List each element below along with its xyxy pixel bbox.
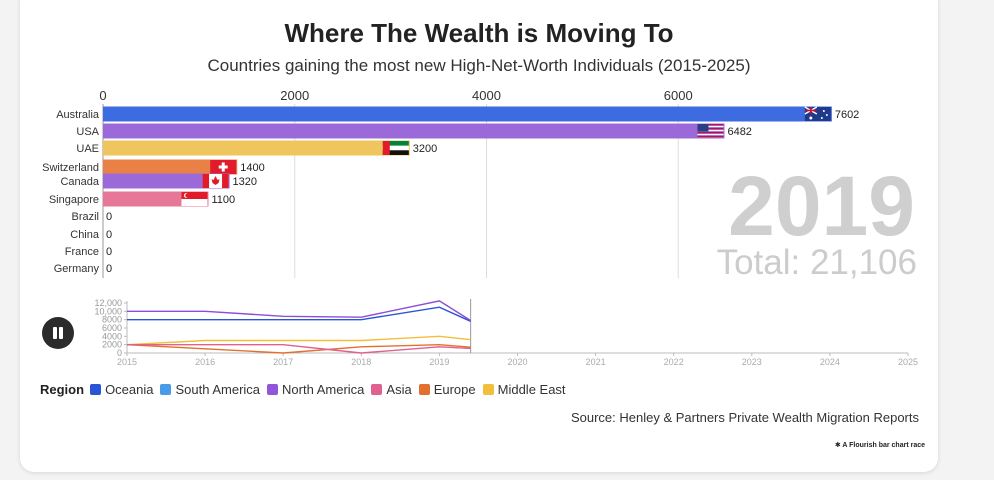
australia-flag-icon bbox=[804, 106, 831, 121]
bar[interactable] bbox=[103, 159, 238, 175]
switzerland-flag-icon bbox=[210, 160, 237, 174]
flag-star bbox=[809, 116, 813, 120]
category-label: Germany bbox=[54, 263, 100, 275]
legend-swatch bbox=[371, 383, 383, 395]
flag-stripe bbox=[382, 141, 409, 146]
flag-stripe bbox=[697, 128, 724, 130]
category-label: Australia bbox=[56, 109, 100, 121]
usa-flag-icon bbox=[697, 124, 724, 138]
pause-button[interactable] bbox=[42, 317, 74, 349]
x-tick-label: 4000 bbox=[472, 88, 501, 103]
flag-stripe bbox=[181, 199, 208, 206]
flag-star bbox=[825, 114, 828, 116]
legend-item-north-america[interactable]: North America bbox=[267, 382, 364, 397]
flag-star bbox=[820, 117, 823, 119]
value-label: 7602 bbox=[835, 109, 859, 121]
category-label: Canada bbox=[60, 176, 99, 188]
current-year-label: 2019 bbox=[728, 159, 915, 253]
value-label: 0 bbox=[106, 229, 112, 241]
maple-leaf bbox=[211, 176, 220, 185]
category-label: USA bbox=[76, 126, 99, 138]
x-tick-label: 6000 bbox=[664, 88, 693, 103]
bar[interactable] bbox=[103, 106, 832, 122]
legend-item-europe[interactable]: Europe bbox=[418, 382, 476, 397]
legend-swatch bbox=[90, 383, 102, 395]
value-label: 0 bbox=[106, 246, 112, 258]
legend-swatch bbox=[160, 383, 172, 395]
category-label: Switzerland bbox=[42, 162, 99, 174]
chart-subtitle: Countries gaining the most new High-Net-… bbox=[207, 56, 751, 75]
flag-stripe bbox=[202, 174, 210, 188]
flag-stripe bbox=[697, 136, 724, 138]
chart-card bbox=[20, 0, 938, 472]
legend-item-south-america[interactable]: South America bbox=[160, 382, 260, 397]
value-label: 0 bbox=[106, 211, 112, 223]
legend-swatch bbox=[482, 383, 494, 395]
flag-cross bbox=[218, 165, 228, 169]
total-label: Total: 21,106 bbox=[717, 243, 917, 282]
flag-stripe bbox=[697, 130, 724, 132]
legend-item-asia[interactable]: Asia bbox=[371, 382, 412, 397]
value-label: 3200 bbox=[413, 143, 437, 155]
x-tick-label: 0 bbox=[99, 88, 106, 103]
flag-stripe bbox=[181, 192, 208, 199]
category-label: UAE bbox=[76, 143, 99, 155]
bar[interactable] bbox=[103, 173, 230, 189]
legend-item-middle-east[interactable]: Middle East bbox=[482, 382, 566, 397]
value-label: 0 bbox=[106, 263, 112, 275]
source-note: Source: Henley & Partners Private Wealth… bbox=[570, 410, 919, 425]
flag-crescent bbox=[185, 193, 190, 198]
canada-flag-icon bbox=[202, 174, 229, 188]
value-label: 1400 bbox=[240, 162, 264, 174]
category-label: China bbox=[70, 229, 100, 241]
legend-item-oceania[interactable]: Oceania bbox=[90, 382, 153, 397]
value-label: 6482 bbox=[727, 126, 751, 138]
legend-title: Region bbox=[40, 381, 85, 397]
flag-stripe bbox=[697, 126, 724, 128]
flourish-credit-link[interactable]: ✱ A Flourish bar chart race bbox=[834, 442, 925, 449]
legend-swatch bbox=[418, 383, 430, 395]
value-label: 1100 bbox=[211, 194, 235, 206]
chart-title: Where The Wealth is Moving To bbox=[284, 18, 674, 48]
flag-stripe bbox=[382, 150, 409, 155]
x-tick-label: 2000 bbox=[280, 88, 309, 103]
flag-stripe bbox=[697, 134, 724, 136]
flag-stripe bbox=[382, 141, 390, 155]
bar[interactable] bbox=[103, 123, 725, 139]
region-legend: Region Oceania South America North Ameri… bbox=[40, 380, 573, 398]
flag-stripe bbox=[382, 145, 409, 151]
uae-flag-icon bbox=[382, 141, 409, 155]
flag-star bbox=[822, 110, 825, 112]
flag-stripe bbox=[697, 132, 724, 134]
singapore-flag-icon bbox=[181, 192, 208, 206]
category-label: Brazil bbox=[71, 211, 99, 223]
value-label: 1320 bbox=[233, 176, 257, 188]
flag-stripe bbox=[697, 124, 724, 126]
flag-stripe bbox=[222, 174, 229, 188]
bar[interactable] bbox=[103, 140, 410, 156]
legend-swatch bbox=[267, 383, 279, 395]
flag-canton bbox=[697, 124, 709, 132]
category-label: France bbox=[65, 246, 99, 258]
category-label: Singapore bbox=[49, 194, 99, 206]
